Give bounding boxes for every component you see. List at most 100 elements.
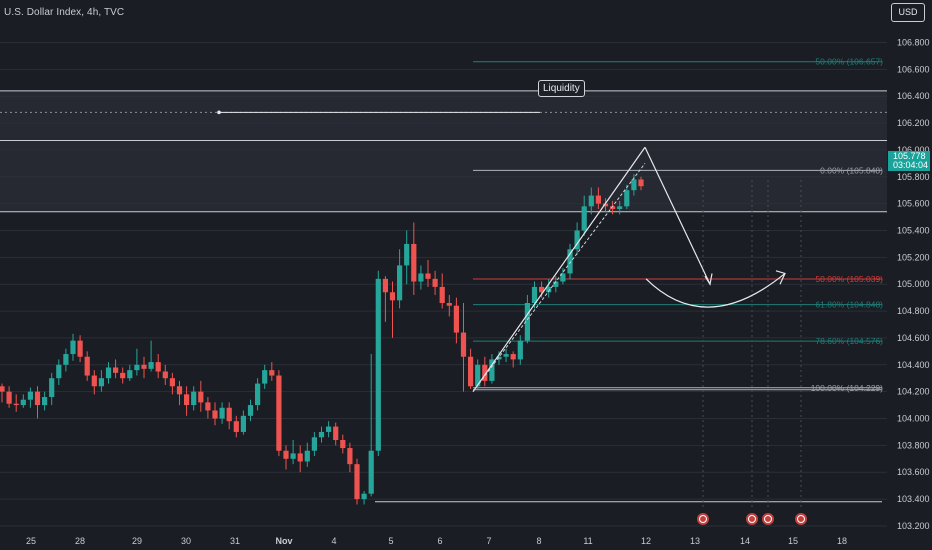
economic-event-icon-inner (699, 515, 707, 523)
y-tick-label: 103.800 (897, 440, 930, 450)
candle-body (446, 303, 452, 306)
y-tick-label: 104.600 (897, 333, 930, 343)
candle-body (290, 453, 296, 459)
economic-event-icon (697, 513, 709, 525)
candle-body (276, 375, 282, 451)
candle-body (553, 281, 559, 287)
candle-body (560, 273, 566, 282)
candle-body (354, 464, 360, 500)
candle-body (42, 397, 48, 406)
candle-body (113, 367, 119, 373)
fib-level-label: 100.00% (104.229) (811, 383, 883, 393)
candle-body (269, 370, 275, 376)
candle-body (233, 421, 239, 432)
candle-body (77, 340, 83, 357)
candle-body (105, 367, 112, 379)
candle-body (397, 265, 403, 301)
candle-body (588, 195, 594, 207)
candle-body (482, 364, 488, 381)
y-tick-label: 106.400 (897, 91, 930, 101)
candle-body (148, 362, 154, 369)
fib-level-label: 50.00% (105.039) (815, 274, 883, 284)
candle-body (517, 340, 523, 360)
projection-curve (645, 273, 786, 308)
y-tick-label: 105.600 (897, 199, 930, 209)
candle-body (297, 453, 303, 462)
x-tick-label: 7 (486, 536, 491, 546)
y-tick-label: 106.000 (897, 145, 930, 155)
y-tick-label: 103.400 (897, 494, 930, 504)
candle-body (496, 356, 502, 360)
candle-body (581, 206, 587, 231)
candle-body (304, 450, 310, 462)
curve-arrowhead (775, 270, 786, 285)
liquidity-label[interactable]: Liquidity (538, 80, 585, 97)
economic-event-icon-inner (797, 515, 805, 523)
candle-body (255, 383, 261, 406)
candle-body (318, 431, 325, 438)
candle-body (198, 391, 204, 403)
x-tick-label: 31 (230, 536, 240, 546)
y-tick-label: 105.400 (897, 225, 930, 235)
candle-body (219, 407, 225, 419)
candle-body (418, 273, 424, 282)
economic-event-icon-inner (748, 515, 756, 523)
currency-button[interactable]: USD (891, 3, 925, 22)
x-tick-label: 11 (583, 536, 592, 546)
candle-body (20, 399, 26, 406)
candle-body (638, 179, 644, 187)
candle-body (546, 286, 552, 293)
candle-body (531, 286, 538, 304)
economic-event-icon (762, 513, 774, 525)
candle-body (610, 206, 616, 210)
x-tick-label: 4 (331, 536, 336, 546)
y-tick-label: 106.800 (897, 37, 930, 47)
economic-event-icon (795, 513, 807, 525)
fib-diagonal (472, 163, 646, 392)
candle-body (262, 370, 268, 384)
candle-body (503, 354, 509, 357)
candle-body (63, 354, 69, 365)
liquidity-zone (0, 90, 887, 212)
candle-body (347, 448, 353, 465)
candle-body (453, 305, 459, 333)
candle-body (340, 439, 346, 449)
candle-body (191, 391, 197, 406)
last-price-tag: 105.778 03:04:04 (888, 151, 930, 171)
x-tick-label: 30 (181, 536, 191, 546)
y-tick-label: 104.000 (897, 414, 930, 424)
y-tick-label: 105.200 (897, 252, 930, 262)
x-tick-label: 14 (740, 536, 750, 546)
liquidity-anchor (217, 110, 221, 115)
candle-body (539, 286, 545, 293)
y-tick-label: 104.800 (897, 306, 930, 316)
candle-body (184, 394, 190, 406)
candle-body (425, 273, 431, 279)
y-tick-label: 106.200 (897, 118, 930, 128)
price-axis (887, 0, 932, 550)
candle-body (617, 206, 623, 210)
candle-body (368, 450, 374, 494)
candle-body (489, 359, 495, 381)
candle-body (98, 378, 104, 387)
fib-level-label: 61.80% (104.848) (815, 300, 883, 310)
candle-body (212, 410, 218, 419)
candle-body (226, 407, 232, 422)
candle-body (70, 340, 76, 355)
candle-body (439, 286, 445, 304)
symbol-title[interactable]: U.S. Dollar Index, 4h, TVC (4, 7, 125, 18)
candle-body (0, 386, 5, 392)
candle-body (240, 415, 246, 432)
candle-body (432, 278, 438, 287)
candle-body (247, 405, 254, 416)
x-tick-label: 12 (641, 536, 651, 546)
y-tick-label: 105.800 (897, 172, 930, 182)
candle-body (13, 403, 19, 406)
candle-body (389, 292, 396, 301)
x-tick-label: 5 (388, 536, 393, 546)
candle-body (631, 179, 637, 191)
candle-body (127, 370, 133, 379)
economic-event-icon-inner (764, 515, 772, 523)
candle-body (49, 378, 55, 398)
